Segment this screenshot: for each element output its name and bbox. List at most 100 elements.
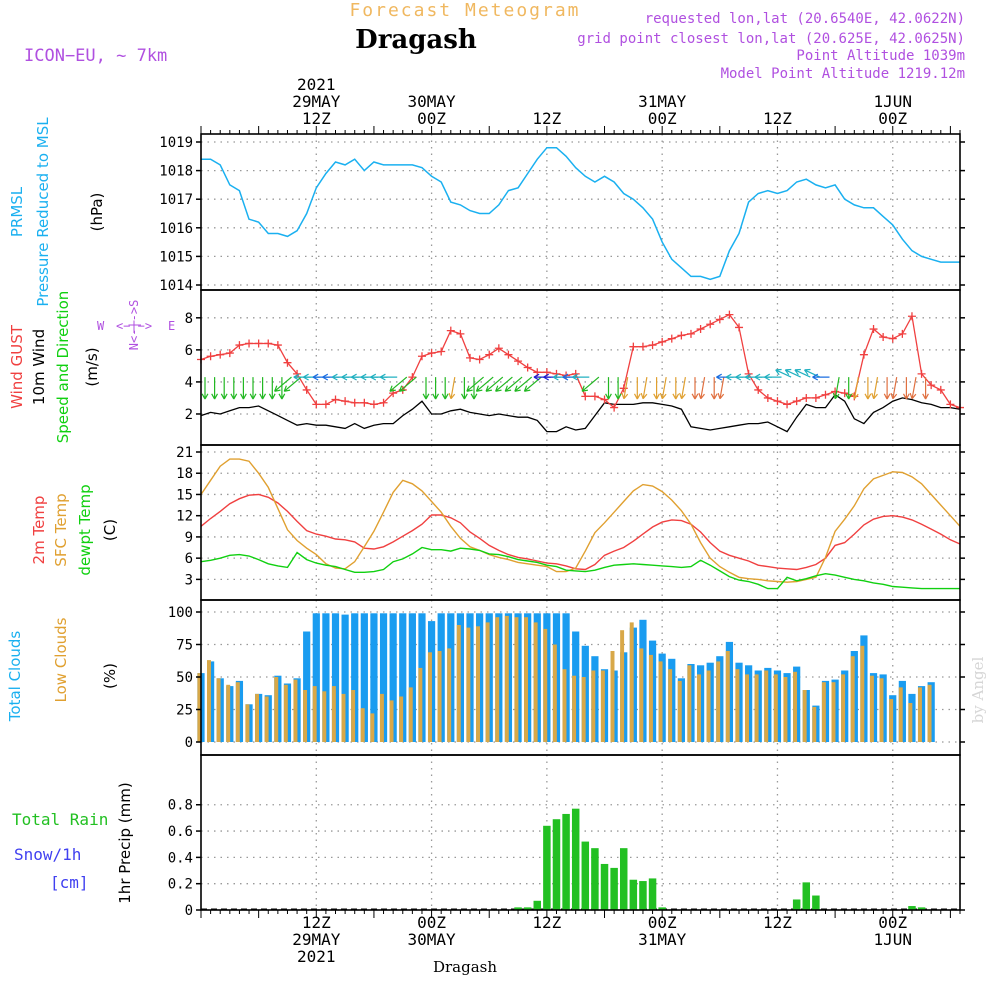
low-cloud-bar [524,617,529,742]
bottom-time-label: 1JUN [873,930,912,949]
wind-gust-marker [331,395,340,404]
wind-gust-marker [273,341,282,350]
total-cloud-bar [312,613,320,742]
wind-gust-marker [254,339,263,348]
low-cloud-bar [841,674,846,742]
marks-layer [197,146,964,910]
wind-direction-arrow [640,376,648,400]
y-tick-label: 6 [185,343,193,359]
low-cloud-bar [408,687,413,742]
low-cloud-bar [658,661,663,742]
wind-gust-marker [831,387,840,396]
wind-gust-marker [437,347,446,356]
low-cloud-bar [927,684,932,742]
low-cloud-bar [476,626,480,742]
wind-direction-arrow [902,377,910,400]
low-cloud-bar [793,671,798,742]
rain-bar [571,808,580,910]
wind-gust-marker [879,333,888,342]
wind-direction-arrow [633,377,641,400]
y-tick-label: 0.4 [168,850,193,866]
low-cloud-bar [764,670,769,742]
wind-direction-arrow [278,377,286,400]
y-tick-label: 18 [176,466,193,482]
bottom-time-label: 00Z [417,913,446,932]
wind-panel-frame [200,289,961,446]
low-cloud-bar [197,673,202,742]
low-cloud-bar [379,693,384,742]
total-cloud-bar [303,631,311,742]
bottom-time-label: 12Z [532,913,561,932]
watermark: by Angel [969,656,987,723]
wind-gust-marker [927,381,936,390]
y-tick-label: 1016 [159,221,193,237]
low-cloud-bar [706,670,711,742]
y-tick-label: 0.2 [168,877,193,893]
wind-gust-marker [725,310,734,319]
wind-gust-marker [763,393,772,402]
rain-bar [629,879,638,910]
wind-gust-marker [686,329,695,338]
wind-direction-arrow [698,376,706,400]
wind-direction-arrow [832,376,840,400]
wind-direction-arrow [274,376,292,392]
temp-dewpt-label: dewpt Temp [76,484,94,575]
wind-direction-arrow [220,377,228,400]
pressure-label-desc: Pressure Reduced to MSL [34,117,52,307]
wind-direction-arrow [845,377,853,400]
temperature-panel-frame [200,444,961,601]
low-cloud-bar [725,651,730,742]
temp-unit-label: (C) [101,519,119,541]
rain-bar [581,841,590,910]
wind-direction-arrow [268,377,276,400]
y-tick-label: 100 [168,605,193,621]
y-tick-label: 9 [185,530,193,546]
low-cloud-bar [648,654,653,742]
low-cloud-bar [245,704,250,742]
low-cloud-bar [831,682,836,742]
y-tick-label: 0.8 [168,798,193,814]
clouds-unit-label: (%) [101,663,119,689]
compass-ns-label: N<-|->S [127,300,141,351]
grid-point-coords: grid point closest lon,lat (20.625E, 42.… [577,31,965,47]
wind-gust-marker [427,349,436,358]
rain-bar [619,848,628,910]
wind-direction-arrow [504,376,523,392]
top-time-label: 29MAY [292,92,341,111]
low-cloud-bar [552,644,557,742]
low-cloud-bar [917,687,922,742]
low-cloud-bar [514,617,519,742]
wind-direction-arrow [230,377,238,400]
low-cloud-bar [216,678,221,742]
grid-layer [201,134,960,911]
wind-gust-marker [648,341,657,350]
wind-direction-arrow [812,373,830,381]
wind-speed-line [200,393,961,433]
low-cloud-bar [543,628,548,742]
wind-gust-marker [360,398,369,407]
wind-direction-arrow [201,377,209,400]
rain-bar [562,813,570,910]
y-tick-label: 6 [185,551,193,567]
low-cloud-bar [264,696,269,742]
top-time-label: 00Z [417,109,446,128]
low-cloud-bar [466,627,471,742]
low-cloud-bar [312,686,317,742]
low-cloud-bar [207,660,211,742]
low-cloud-bar [754,674,759,742]
bottom-time-label: 00Z [878,913,907,932]
low-cloud-bar [735,669,740,742]
temp-2m-label: 2m Temp [30,496,48,565]
wind-direction-arrow [581,376,600,392]
wind-gust-marker [504,350,513,359]
y-tick-label: 1015 [159,249,193,265]
wind-direction-arrow [653,377,660,400]
rain-bar [591,848,599,910]
y-tick-label: 8 [185,311,193,327]
low-cloud-bar [389,700,394,742]
wind-direction-arrow [804,368,821,378]
wind-gust-marker [619,384,628,393]
top-time-label: 12Z [532,109,561,128]
low-cloud-bar [370,713,375,742]
low-cloud-bar [889,699,894,742]
